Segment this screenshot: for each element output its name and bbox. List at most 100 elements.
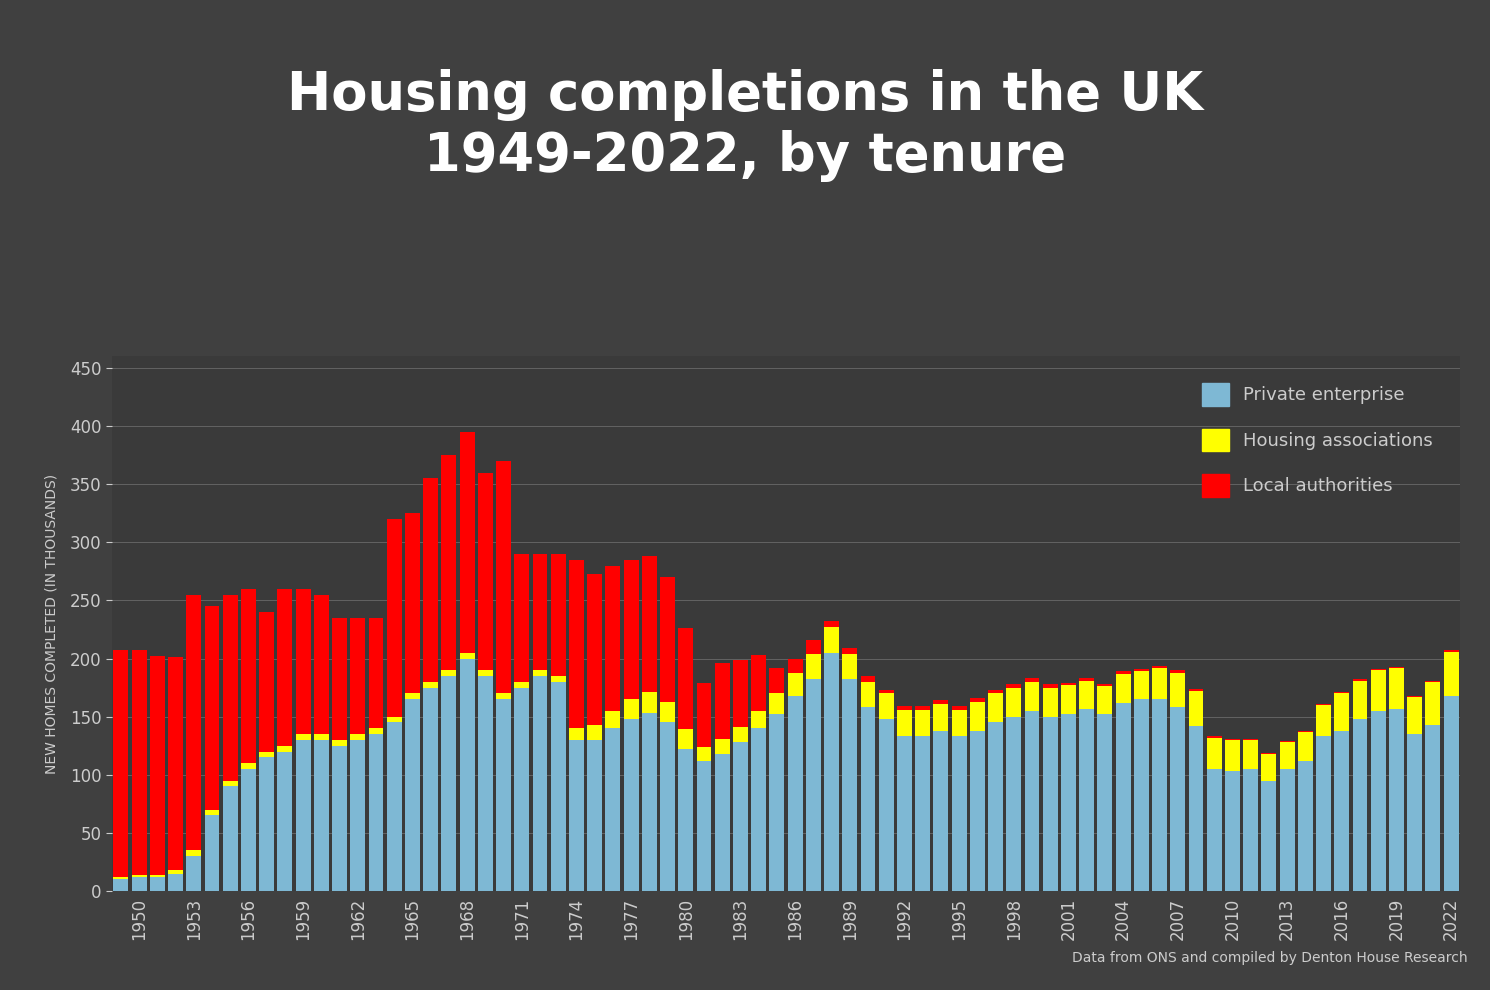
Bar <box>277 745 292 751</box>
Bar <box>113 877 128 879</box>
Bar <box>204 606 219 810</box>
Bar <box>952 706 967 710</box>
Bar <box>204 816 219 891</box>
Bar <box>751 729 766 891</box>
Bar <box>715 753 730 891</box>
Bar <box>587 725 602 740</box>
Bar <box>1170 670 1185 672</box>
Bar <box>168 657 183 870</box>
Bar <box>1353 719 1368 891</box>
Bar <box>1134 669 1149 671</box>
Bar <box>879 719 894 891</box>
Bar <box>678 629 693 730</box>
Bar <box>532 676 547 891</box>
Bar <box>624 699 639 719</box>
Bar <box>1207 737 1222 738</box>
Bar <box>624 559 639 699</box>
Bar <box>277 751 292 891</box>
Bar <box>514 688 529 891</box>
Bar <box>605 711 620 729</box>
Bar <box>459 652 474 658</box>
Bar <box>314 595 329 735</box>
Bar <box>150 656 165 875</box>
Bar <box>387 723 402 891</box>
Bar <box>605 565 620 711</box>
Bar <box>769 693 784 715</box>
Bar <box>642 692 657 713</box>
Bar <box>824 628 839 652</box>
Bar <box>186 850 201 856</box>
Bar <box>660 577 675 702</box>
Bar <box>696 683 711 746</box>
Text: Housing completions in the UK
1949-2022, by tenure: Housing completions in the UK 1949-2022,… <box>288 69 1202 181</box>
Bar <box>806 654 821 679</box>
Bar <box>1426 681 1441 682</box>
Bar <box>1079 678 1094 681</box>
Bar <box>933 731 948 891</box>
Bar <box>496 699 511 891</box>
Bar <box>441 670 456 676</box>
Bar <box>678 730 693 749</box>
Bar <box>642 556 657 692</box>
Bar <box>131 650 146 875</box>
Bar <box>788 658 803 672</box>
Bar <box>824 622 839 628</box>
Bar <box>1444 696 1459 891</box>
Bar <box>1025 682 1040 711</box>
Bar <box>423 478 438 682</box>
Bar <box>1006 684 1021 688</box>
Bar <box>405 699 420 891</box>
Bar <box>1334 693 1350 731</box>
Bar <box>1298 761 1313 891</box>
Bar <box>715 739 730 753</box>
Bar <box>186 856 201 891</box>
Bar <box>1316 737 1331 891</box>
Bar <box>1389 668 1404 709</box>
Bar <box>1280 769 1295 891</box>
Bar <box>1134 699 1149 891</box>
Bar <box>1262 780 1277 891</box>
Bar <box>642 713 657 891</box>
Bar <box>314 735 329 740</box>
Bar <box>769 668 784 693</box>
Bar <box>897 706 912 710</box>
Bar <box>131 877 146 891</box>
Bar <box>751 655 766 711</box>
Bar <box>842 648 857 654</box>
Bar <box>423 688 438 891</box>
Bar <box>1207 738 1222 769</box>
Bar <box>1152 699 1167 891</box>
Bar <box>1043 688 1058 717</box>
Bar <box>441 455 456 670</box>
Bar <box>569 729 584 740</box>
Bar <box>150 875 165 877</box>
Bar <box>678 749 693 891</box>
Bar <box>405 513 420 693</box>
Bar <box>970 702 985 731</box>
Bar <box>387 717 402 723</box>
Bar <box>113 650 128 877</box>
Bar <box>733 727 748 742</box>
Y-axis label: NEW HOMES COMPLETED (IN THOUSANDS): NEW HOMES COMPLETED (IN THOUSANDS) <box>45 473 58 774</box>
Bar <box>204 810 219 816</box>
Bar <box>1061 685 1076 715</box>
Bar <box>660 723 675 891</box>
Bar <box>241 589 256 763</box>
Bar <box>168 873 183 891</box>
Bar <box>842 654 857 679</box>
Bar <box>1079 709 1094 891</box>
Bar <box>861 682 876 708</box>
Bar <box>514 682 529 688</box>
Bar <box>605 729 620 891</box>
Bar <box>423 682 438 688</box>
Bar <box>1407 735 1421 891</box>
Bar <box>131 875 146 877</box>
Bar <box>1243 740 1258 769</box>
Bar <box>915 710 930 737</box>
Bar <box>168 870 183 873</box>
Bar <box>1189 726 1204 891</box>
Bar <box>186 595 201 850</box>
Bar <box>551 554 566 676</box>
Bar <box>478 676 493 891</box>
Bar <box>897 737 912 891</box>
